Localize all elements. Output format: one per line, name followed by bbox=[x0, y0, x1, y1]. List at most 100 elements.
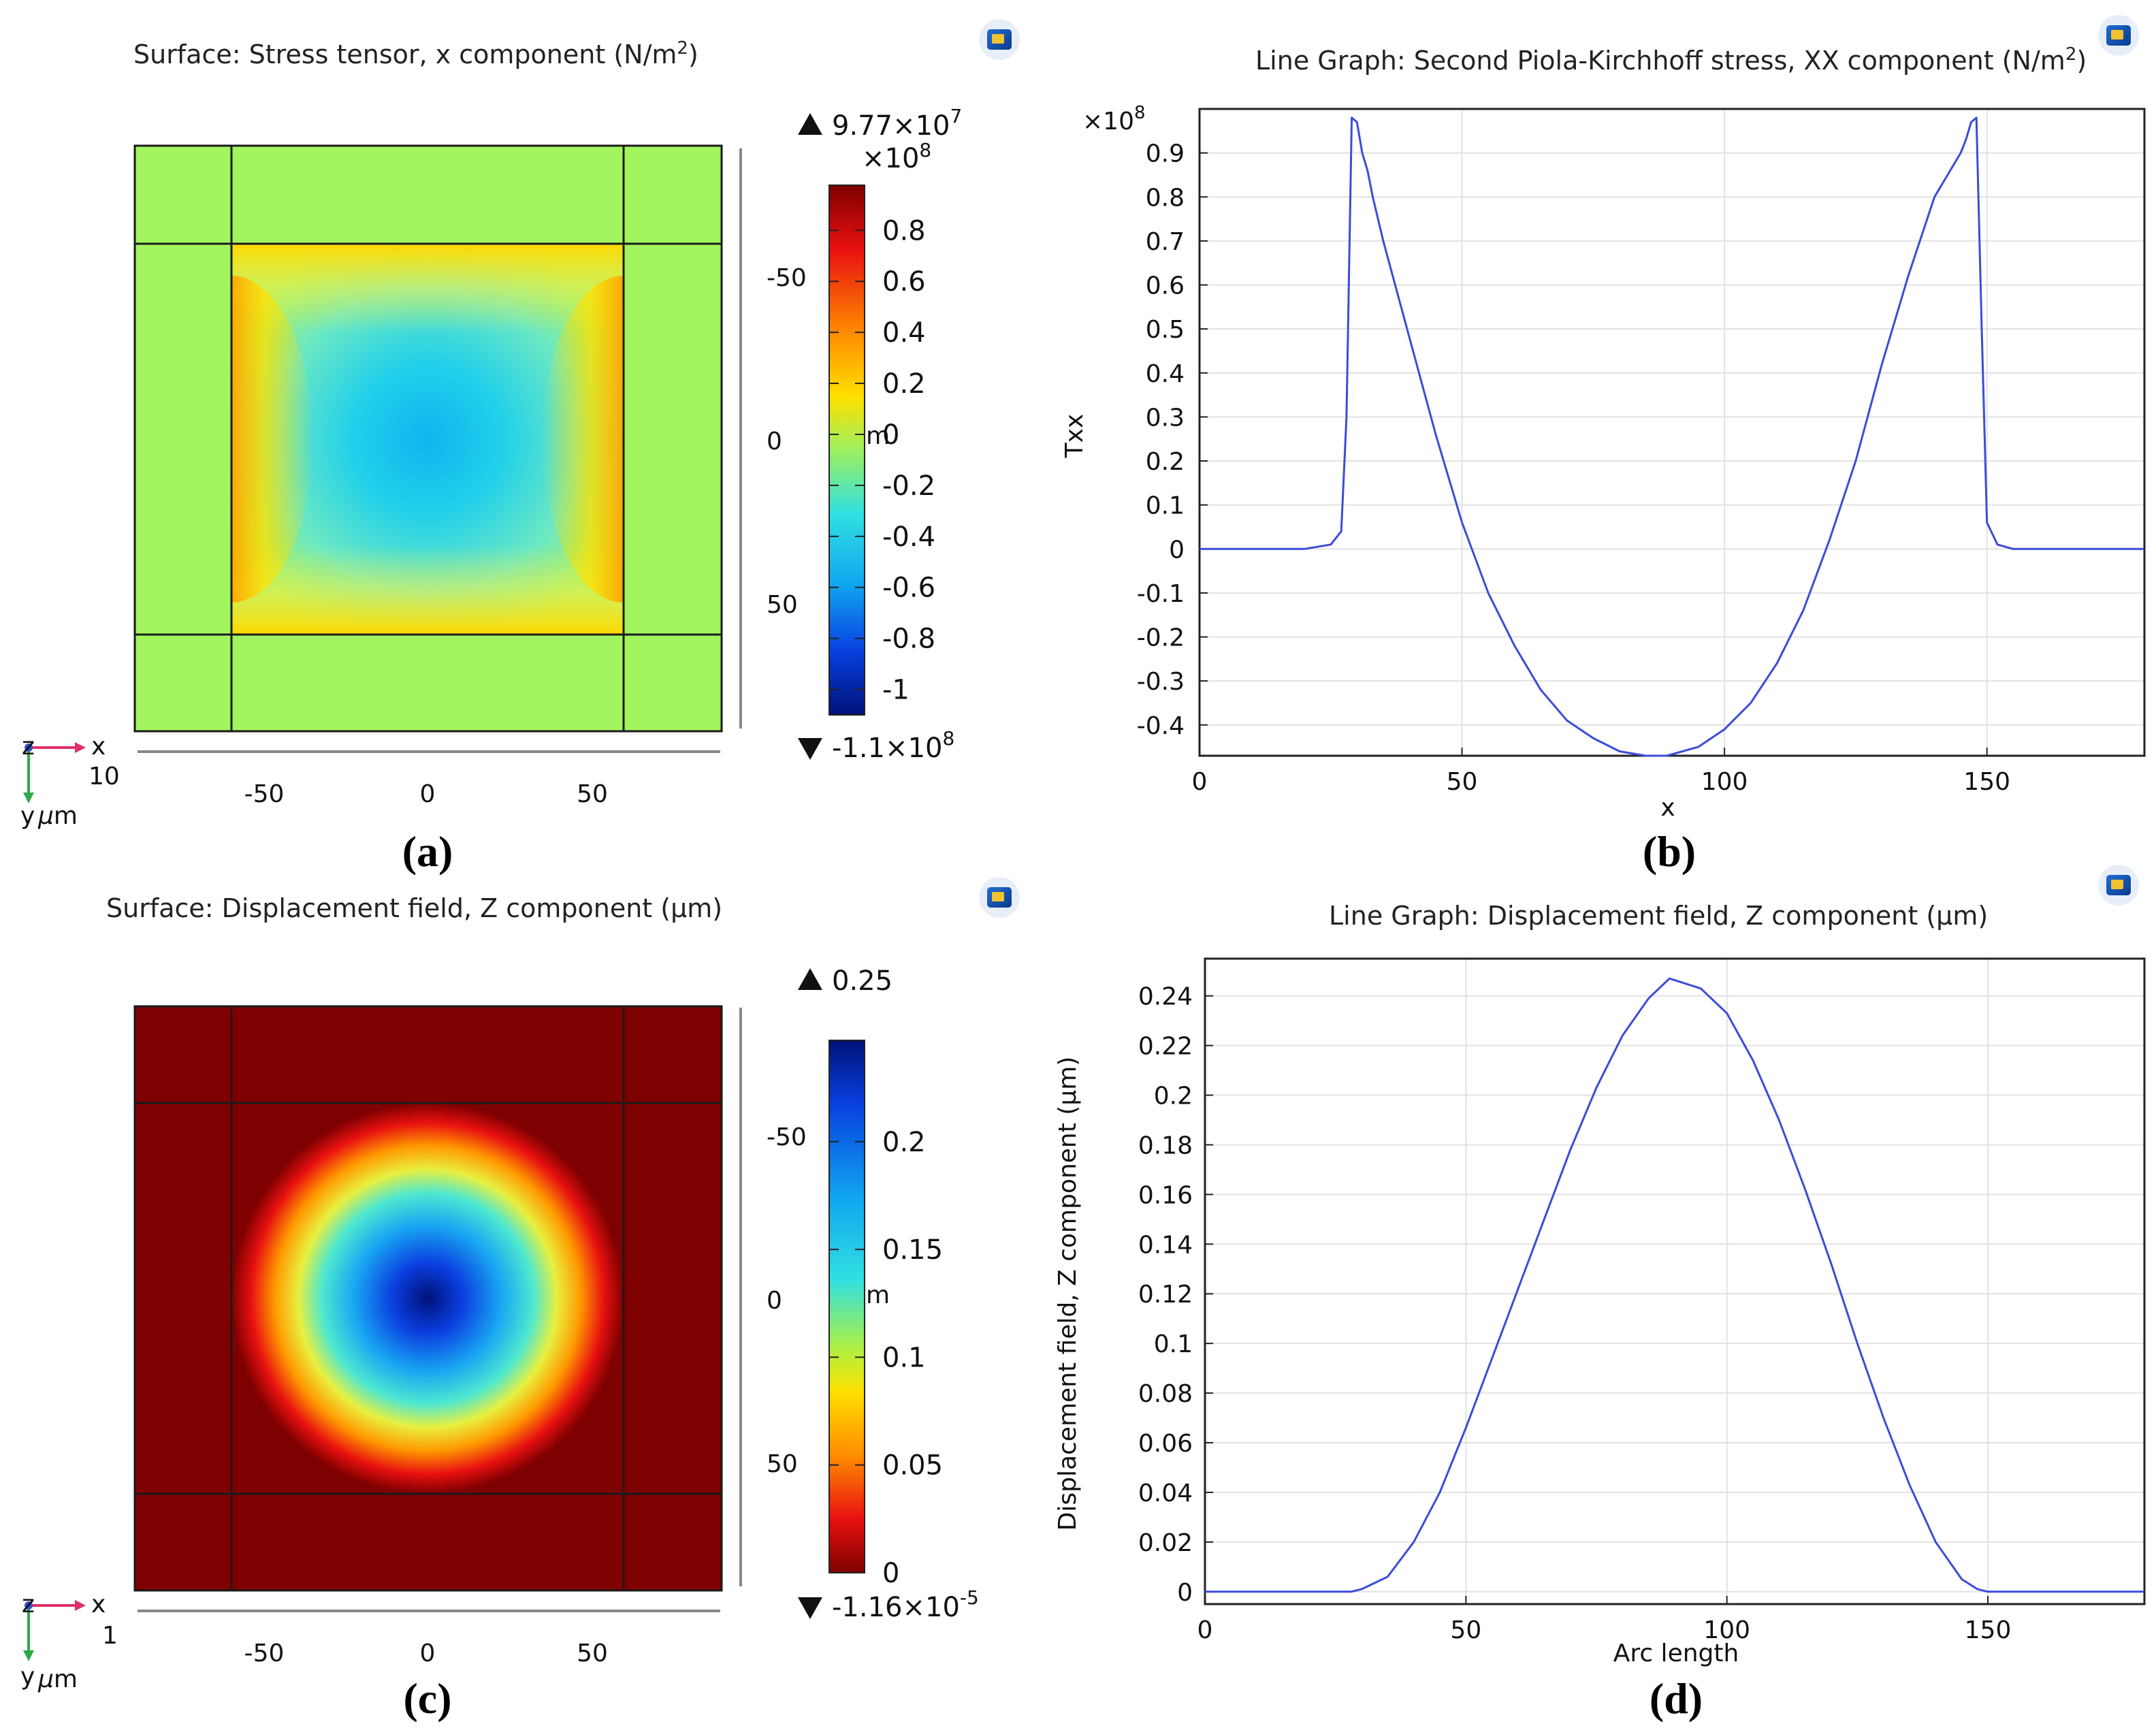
panel-a: Surface: Stress tensor, x component (N/m… bbox=[20, 19, 1020, 876]
d-xtick-label: 150 bbox=[1965, 1616, 2012, 1644]
c-xtick-2: 50 bbox=[577, 1639, 608, 1667]
d-ytick-label: 0.18 bbox=[1138, 1132, 1193, 1159]
b-ytick-label: -0.1 bbox=[1137, 580, 1185, 608]
b-ytick-label: 0.8 bbox=[1146, 184, 1185, 212]
a-colorbar-tick-label: -0.8 bbox=[882, 624, 935, 655]
comsol-logo-icon bbox=[979, 877, 1020, 918]
b-ytick-label: -0.4 bbox=[1137, 712, 1185, 740]
d-xtick-label: 100 bbox=[1703, 1616, 1750, 1644]
c-colorbar-max: 0.25 bbox=[832, 965, 892, 997]
b-ytick-label: 0.4 bbox=[1146, 360, 1185, 388]
b-ytick-label: 0.2 bbox=[1146, 448, 1185, 476]
c-xtick-0: -50 bbox=[244, 1639, 285, 1667]
b-series-line bbox=[1200, 116, 2144, 757]
displacement-surface-plot bbox=[133, 1005, 723, 1592]
b-xtick-label: 100 bbox=[1701, 768, 1748, 796]
b-ytick-label: 0.1 bbox=[1146, 492, 1185, 520]
c-colorbar-tick-label: 0 bbox=[882, 1558, 899, 1589]
a-stray-label: m bbox=[866, 422, 890, 450]
c-colorbar-ticks: 0.2 0.15 0.1 0.05 0 bbox=[829, 1127, 943, 1589]
panel-d-title: Line Graph: Displacement field, Z compon… bbox=[1329, 901, 1988, 931]
comsol-logo-icon bbox=[2098, 865, 2139, 906]
panel-b: Line Graph: Second Piola-Kirchhoff stres… bbox=[1061, 15, 2146, 876]
c-ytick-0: -50 bbox=[767, 1123, 807, 1151]
a-max-marker-icon bbox=[798, 113, 822, 135]
d-ylabel: Displacement field, Z component (μm) bbox=[1054, 1057, 1082, 1531]
b-ytick-label: 0.6 bbox=[1146, 272, 1185, 300]
displacement-line-plot: 0 50 100 150 0.24 0.22 0.2 0.18 0.16 0.14 0.12 0.1 0… bbox=[1138, 957, 2146, 1644]
b-plot-frame bbox=[1198, 108, 2146, 757]
a-colorbar-max: 9.77×107 bbox=[832, 105, 962, 142]
c-max-marker-icon bbox=[798, 968, 822, 990]
a-colorbar-tick-label: -0.2 bbox=[882, 470, 935, 502]
a-xtick-1: 0 bbox=[420, 780, 436, 808]
c-axis-unit: μm bbox=[37, 1665, 78, 1693]
a-colorbar-tick-label: -0.6 bbox=[882, 573, 935, 604]
comsol-logo-icon bbox=[2098, 15, 2139, 56]
c-xtick-1: 0 bbox=[420, 1639, 436, 1667]
c-scale-label: 1 bbox=[102, 1622, 118, 1650]
d-xtick-label: 50 bbox=[1450, 1616, 1481, 1644]
d-ytick-label: 0 bbox=[1177, 1579, 1193, 1607]
c-axis-x-label: x bbox=[91, 1590, 106, 1618]
a-scale-label: 10 bbox=[89, 763, 120, 790]
b-y-multiplier: ×108 bbox=[1082, 103, 1146, 135]
c-colorbar bbox=[828, 1040, 865, 1573]
d-plot-area bbox=[1205, 959, 2144, 1604]
c-stray-label: m bbox=[866, 1281, 890, 1309]
a-xtick-2: 50 bbox=[577, 780, 608, 808]
a-ytick-0: -50 bbox=[767, 264, 807, 292]
panel-d: Line Graph: Displacement field, Z compon… bbox=[1054, 865, 2146, 1723]
c-colorbar-tick-label: 0.1 bbox=[882, 1342, 926, 1373]
d-xlabel: Arc length bbox=[1613, 1639, 1739, 1667]
d-ytick-label: 0.24 bbox=[1138, 983, 1193, 1011]
a-ytick-1: 0 bbox=[767, 428, 782, 455]
a-colorbar-tick-label: 0.8 bbox=[882, 215, 926, 246]
b-ylabel: Txx bbox=[1061, 414, 1089, 459]
d-ytick-label: 0.1 bbox=[1154, 1330, 1193, 1358]
b-ytick-label: 0 bbox=[1169, 536, 1185, 564]
a-xtick-0: -50 bbox=[244, 780, 285, 808]
a-colorbar-tick-label: -0.4 bbox=[882, 522, 935, 553]
d-ytick-label: 0.16 bbox=[1138, 1181, 1193, 1209]
axis-triad-icon bbox=[23, 1600, 86, 1661]
c-axis-z-label: z bbox=[22, 1590, 35, 1618]
panel-a-label: (a) bbox=[402, 827, 453, 876]
d-series-line bbox=[1205, 977, 2144, 1593]
a-axis-y-label: y bbox=[20, 802, 35, 830]
panel-c-title: Surface: Displacement field, Z component… bbox=[106, 893, 722, 923]
panel-c-label: (c) bbox=[403, 1674, 451, 1723]
a-colorbar-tick-label: 0.2 bbox=[882, 368, 926, 400]
c-min-marker-icon bbox=[798, 1597, 822, 1619]
panel-b-title: Line Graph: Second Piola-Kirchhoff stres… bbox=[1255, 44, 2087, 76]
a-colorbar-tick-label: 0.6 bbox=[882, 266, 926, 298]
a-colorbar-min: -1.1×108 bbox=[832, 727, 954, 764]
axis-triad-icon bbox=[23, 742, 86, 803]
a-colorbar-multiplier: ×108 bbox=[862, 139, 931, 174]
stress-line-plot: 0 50 100 1500.90.80.70.60.50.40.30.20.10-0.… bbox=[1137, 108, 2146, 796]
c-ytick-2: 50 bbox=[767, 1450, 798, 1478]
d-ytick-label: 0.14 bbox=[1138, 1231, 1193, 1259]
d-plot-frame bbox=[1204, 957, 2146, 1605]
d-ytick-label: 0.12 bbox=[1138, 1281, 1193, 1309]
panel-b-label: (b) bbox=[1643, 827, 1696, 876]
a-colorbar-tick-label: 0 bbox=[882, 419, 899, 451]
d-ytick-label: 0.22 bbox=[1138, 1033, 1193, 1061]
a-ytick-2: 50 bbox=[767, 591, 798, 619]
panel-c: Surface: Displacement field, Z component… bbox=[20, 877, 1020, 1723]
b-ytick-label: -0.3 bbox=[1137, 668, 1185, 696]
a-axis-unit: μm bbox=[37, 802, 78, 830]
panel-d-label: (d) bbox=[1650, 1674, 1703, 1723]
comsol-logo-icon bbox=[979, 19, 1020, 60]
b-xlabel: x bbox=[1660, 794, 1675, 822]
c-colorbar-tick-label: 0.2 bbox=[882, 1127, 926, 1158]
c-colorbar-min: -1.16×10-5 bbox=[832, 1586, 979, 1623]
d-ytick-label: 0.04 bbox=[1138, 1479, 1193, 1507]
a-min-marker-icon bbox=[798, 738, 822, 760]
c-axis-y-label: y bbox=[20, 1663, 35, 1691]
a-colorbar-tick-label: -1 bbox=[882, 675, 910, 706]
d-ytick-label: 0.02 bbox=[1138, 1529, 1193, 1557]
a-colorbar-tick-label: 0.4 bbox=[882, 317, 926, 349]
d-ytick-label: 0.06 bbox=[1138, 1430, 1193, 1458]
a-axis-z-label: z bbox=[22, 733, 35, 761]
